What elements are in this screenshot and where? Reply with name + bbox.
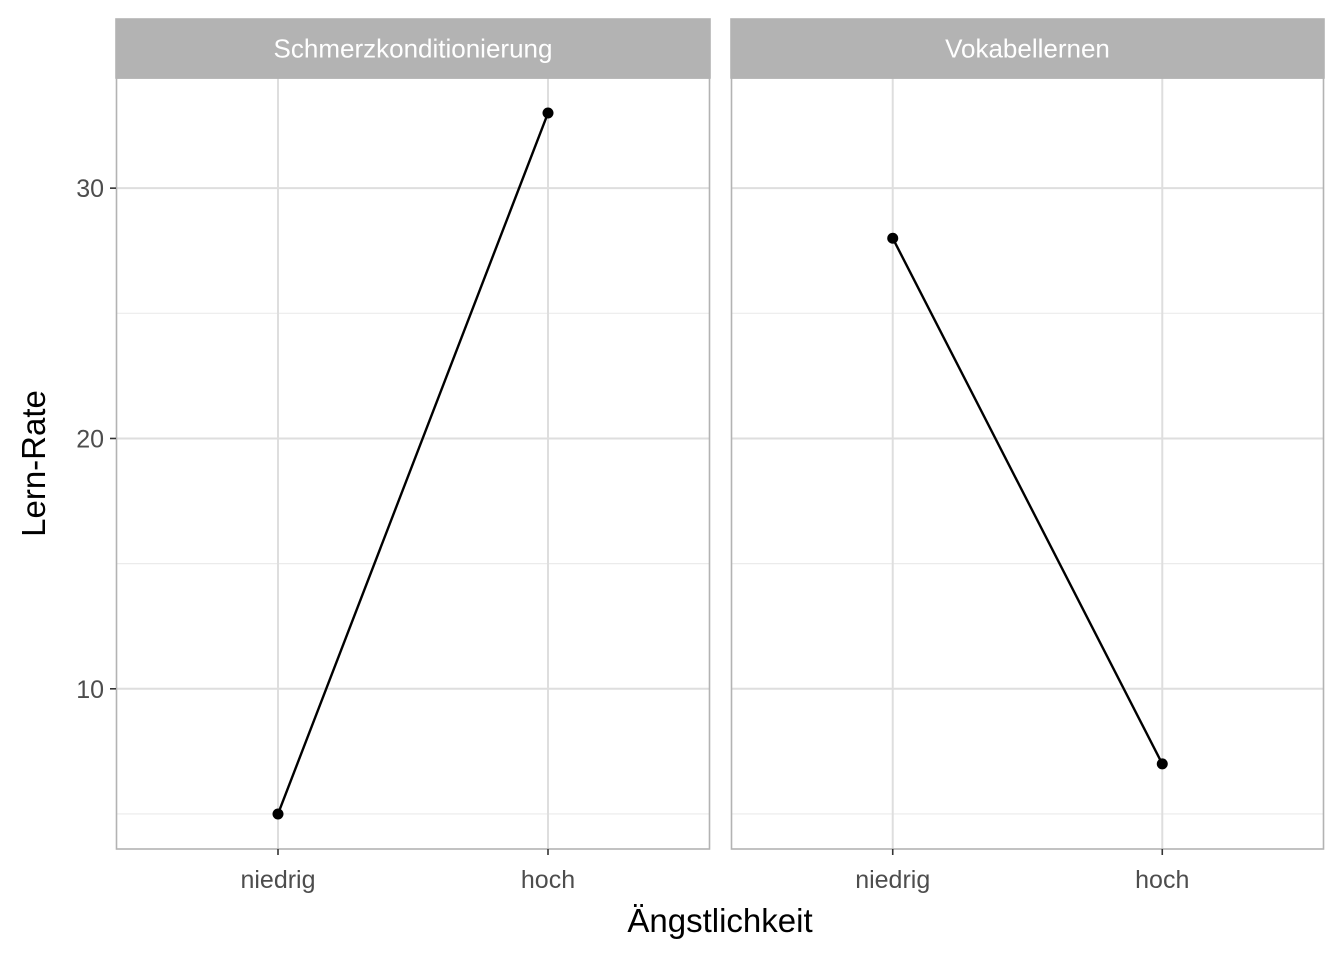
- data-point: [1156, 758, 1168, 770]
- x-tick-label: niedrig: [855, 866, 930, 894]
- facet-strip-label: Vokabellernen: [945, 34, 1110, 64]
- series-line: [276, 112, 550, 815]
- data-point: [542, 107, 554, 119]
- y-tick-label: 30: [76, 175, 104, 203]
- x-axis-title: Ängstlichkeit: [627, 902, 812, 939]
- panel-background: [731, 78, 1324, 849]
- x-tick-label: hoch: [521, 866, 575, 894]
- facet-strip: [730, 18, 1325, 79]
- y-axis-title: Lern-Rate: [15, 390, 52, 537]
- facet-strip: [115, 18, 711, 79]
- x-tick-label: hoch: [1135, 866, 1189, 894]
- y-tick-label: 10: [76, 676, 104, 704]
- facet-strip-label: Schmerzkonditionierung: [274, 34, 553, 64]
- x-tick-label: niedrig: [240, 866, 315, 894]
- data-point: [887, 232, 899, 244]
- series-line: [891, 237, 1164, 765]
- y-tick-label: 20: [76, 425, 104, 453]
- data-point: [272, 808, 284, 820]
